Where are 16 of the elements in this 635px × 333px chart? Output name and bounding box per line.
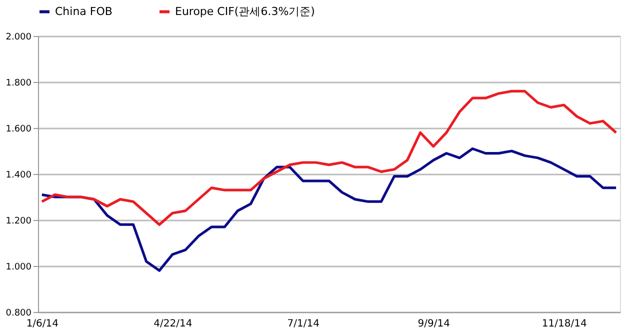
y-tick-label: 1.800 bbox=[6, 78, 32, 88]
line-series bbox=[40, 90, 618, 226]
y-tick-label: 1.400 bbox=[6, 170, 32, 180]
y-tick-label: 0.800 bbox=[6, 308, 32, 318]
x-tick-label: 1/6/14 bbox=[26, 318, 59, 330]
y-tick-label: 1.600 bbox=[6, 124, 32, 134]
y-tick-label: 2.000 bbox=[6, 32, 32, 42]
y-tick-label: 1.200 bbox=[6, 216, 32, 226]
line-series bbox=[40, 147, 618, 272]
legend-label: China FOB bbox=[55, 4, 112, 18]
x-tick-label: 9/9/14 bbox=[418, 318, 450, 330]
x-tick-label: 7/1/14 bbox=[287, 318, 320, 330]
y-tick-label: 1.000 bbox=[6, 262, 32, 272]
legend-label: Europe CIF(관세6.3%기준) bbox=[175, 4, 315, 18]
x-tick-label: 11/18/14 bbox=[542, 318, 587, 330]
x-tick-label: 4/22/14 bbox=[154, 318, 192, 330]
